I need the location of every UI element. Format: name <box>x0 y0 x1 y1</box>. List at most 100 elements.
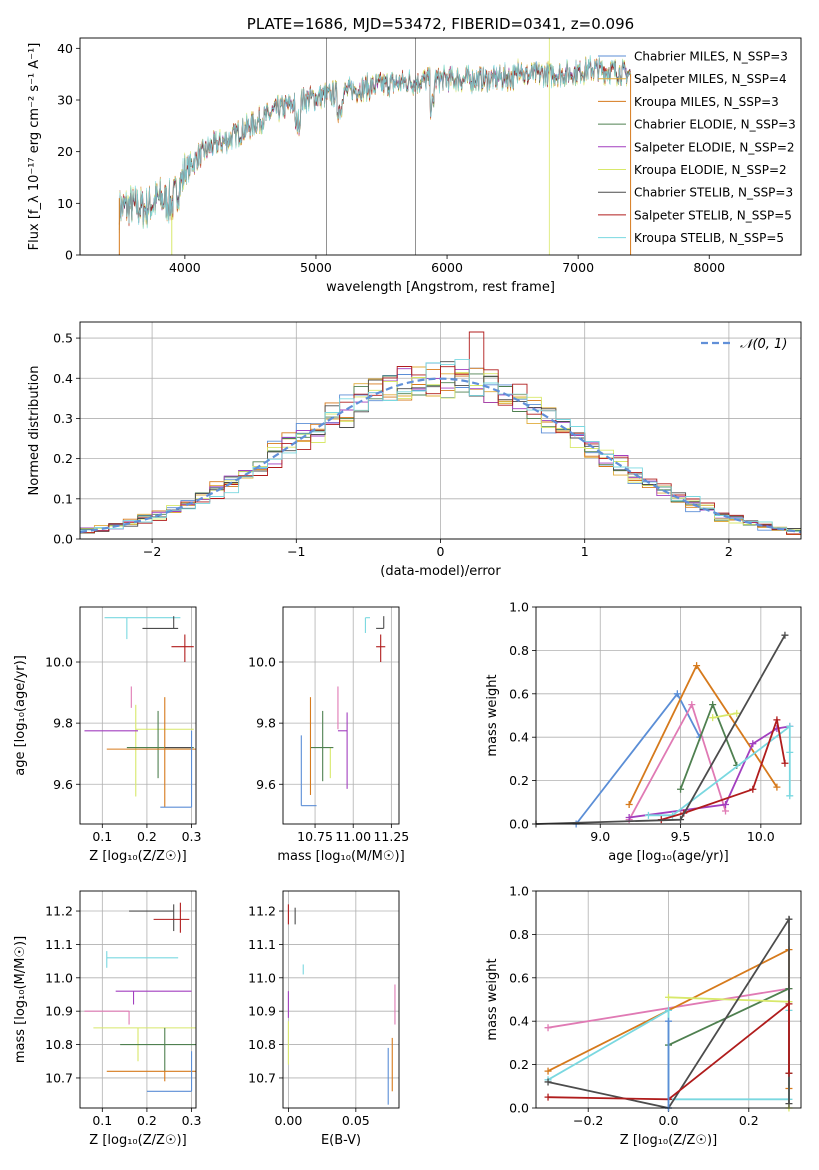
axes-frame <box>79 890 197 1109</box>
y-axis-label: mass [log₁₀(M/M☉)] <box>13 936 28 1063</box>
y-tick-label: 10.0 <box>248 655 276 670</box>
weight-marker <box>544 1067 552 1075</box>
x-tick-label: 6000 <box>431 260 463 275</box>
weight-marker <box>781 631 789 639</box>
x-tick-label: 0.3 <box>182 1113 202 1128</box>
weight-marker <box>677 816 685 824</box>
y-tick-label: 0 <box>65 248 73 263</box>
x-tick-label: 0 <box>437 544 445 559</box>
x-axis-label: mass [log₁₀(M/M☉)] <box>277 849 404 864</box>
x-tick-label: 0.1 <box>92 1113 112 1128</box>
residuals-panel: −2 −1 0 1 2 0.0 0.1 0.2 0.3 0.4 0.5 𝒩(0, 1) (data-mo… <box>27 321 802 579</box>
mass-vs-Z-panel: 0.1 0.2 0.3 10.7 10.8 10.9 11.0 11.1 11.2 Z [log₁… <box>13 890 202 1148</box>
weight-marker <box>786 748 794 756</box>
y-tick-label: 10.9 <box>45 1004 73 1019</box>
legend-entry: Kroupa ELODIE, N_SSP=2 <box>634 163 787 177</box>
age-vs-Z-panel: 0.1 0.2 0.3 9.6 9.8 10.0 Z [log₁₀(Z/Z☉)] age [l… <box>13 606 202 864</box>
legend-entry: Chabrier ELODIE, N_SSP=3 <box>634 118 796 132</box>
y-tick-label: 9.8 <box>53 716 73 731</box>
x-tick-label: −1 <box>287 544 305 559</box>
legend-entry: Chabrier MILES, N_SSP=3 <box>634 50 788 64</box>
y-tick-label: 30 <box>57 93 73 108</box>
weight-marker <box>749 785 757 793</box>
y-tick-label: 0.4 <box>53 371 73 386</box>
y-tick-label: 10 <box>57 196 73 211</box>
weight-marker <box>625 813 633 821</box>
axes-frame <box>535 606 802 825</box>
weight-series-2 <box>628 702 727 821</box>
weight-marker <box>773 716 781 724</box>
x-tick-label: 10.75 <box>297 829 333 844</box>
x-tick-label: 7000 <box>562 260 594 275</box>
weight-series-8 <box>535 634 786 825</box>
weight-marker <box>544 1024 552 1032</box>
spectrum-panel: 4000 5000 6000 7000 8000 0 10 20 30 40 PLATE=1686,… <box>27 15 802 295</box>
y-tick-label: 40 <box>57 41 73 56</box>
y-axis-label: age [log₁₀(age/yr)] <box>13 655 28 776</box>
x-axis-label: age [log₁₀(age/yr)] <box>608 849 729 864</box>
y-tick-label: 11.2 <box>45 904 73 919</box>
axes-frame <box>79 606 197 825</box>
residual-histogram-7 <box>80 331 801 535</box>
y-axis-label: mass weight <box>485 674 500 756</box>
y-tick-label: 0.2 <box>509 773 529 788</box>
weight-marker <box>544 1093 552 1101</box>
y-tick-label: 10.9 <box>248 1004 276 1019</box>
x-tick-label: 1 <box>581 544 589 559</box>
y-tick-label: 11.1 <box>248 937 276 952</box>
y-tick-label: 0.2 <box>53 451 73 466</box>
x-tick-label: 0.3 <box>182 829 202 844</box>
y-tick-label: 1.0 <box>509 600 529 615</box>
weight-marker <box>665 1006 672 1014</box>
y-tick-label: 1.0 <box>509 884 529 899</box>
y-tick-label: 0.5 <box>53 331 73 346</box>
y-tick-label: 0.0 <box>53 532 73 547</box>
y-tick-label: 0.6 <box>509 686 529 701</box>
x-tick-label: 11.00 <box>335 829 371 844</box>
weight-marker <box>709 701 717 709</box>
axes-frame <box>282 890 400 1109</box>
x-axis-label: E(B-V) <box>321 1133 361 1148</box>
legend-entry: Salpeter MILES, N_SSP=4 <box>634 72 787 86</box>
y-tick-label: 9.6 <box>53 777 73 792</box>
x-tick-label: 5000 <box>300 260 332 275</box>
weight-marker <box>665 993 672 1001</box>
x-axis-label: Z [log₁₀(Z/Z☉)] <box>620 1133 717 1148</box>
axes-frame <box>79 37 802 256</box>
weight-marker <box>786 792 794 800</box>
axes-frame <box>282 606 400 825</box>
x-tick-label: −0.2 <box>573 1113 603 1128</box>
x-tick-label: 0.05 <box>342 1113 370 1128</box>
weight-marker <box>688 701 696 709</box>
legend-entry: Chabrier STELIB, N_SSP=3 <box>634 186 793 200</box>
weight-marker <box>709 714 717 722</box>
weight-marker <box>673 690 681 698</box>
y-tick-label: 9.8 <box>256 716 276 731</box>
residual-histogram-8 <box>80 359 801 532</box>
y-tick-label: 0.0 <box>509 1101 529 1116</box>
x-tick-label: 0.2 <box>137 829 157 844</box>
axes-frame <box>79 321 802 540</box>
x-tick-label: 8000 <box>693 260 725 275</box>
legend-entry: Salpeter STELIB, N_SSP=5 <box>634 208 792 222</box>
normal-reference-curve <box>79 377 802 534</box>
x-axis-label: (data-model)/error <box>380 564 501 579</box>
y-tick-label: 0.1 <box>53 491 73 506</box>
y-tick-label: 11.0 <box>248 970 276 985</box>
x-tick-label: 0.00 <box>274 1113 302 1128</box>
y-tick-label: 10.0 <box>45 655 73 670</box>
x-tick-label: 10.0 <box>747 829 775 844</box>
y-tick-label: 9.6 <box>256 777 276 792</box>
weight-series-4 <box>712 712 737 719</box>
weight-marker <box>722 800 730 808</box>
x-tick-label: 0.1 <box>92 829 112 844</box>
y-tick-label: 10.8 <box>45 1037 73 1052</box>
y-tick-label: 0.4 <box>509 1014 529 1029</box>
x-tick-label: 11.25 <box>373 829 409 844</box>
weight-vs-age-panel: 9.0 9.5 10.0 0.0 0.2 0.4 0.6 0.8 1.0 age [log₁₀(a… <box>485 600 802 864</box>
weight-marker <box>786 722 794 730</box>
weight-marker <box>722 807 730 815</box>
y-tick-label: 0.8 <box>509 643 529 658</box>
age-vs-mass-panel: 10.75 11.00 11.25 9.6 9.8 10.0 mass [log₁₀(M/M… <box>248 606 409 864</box>
